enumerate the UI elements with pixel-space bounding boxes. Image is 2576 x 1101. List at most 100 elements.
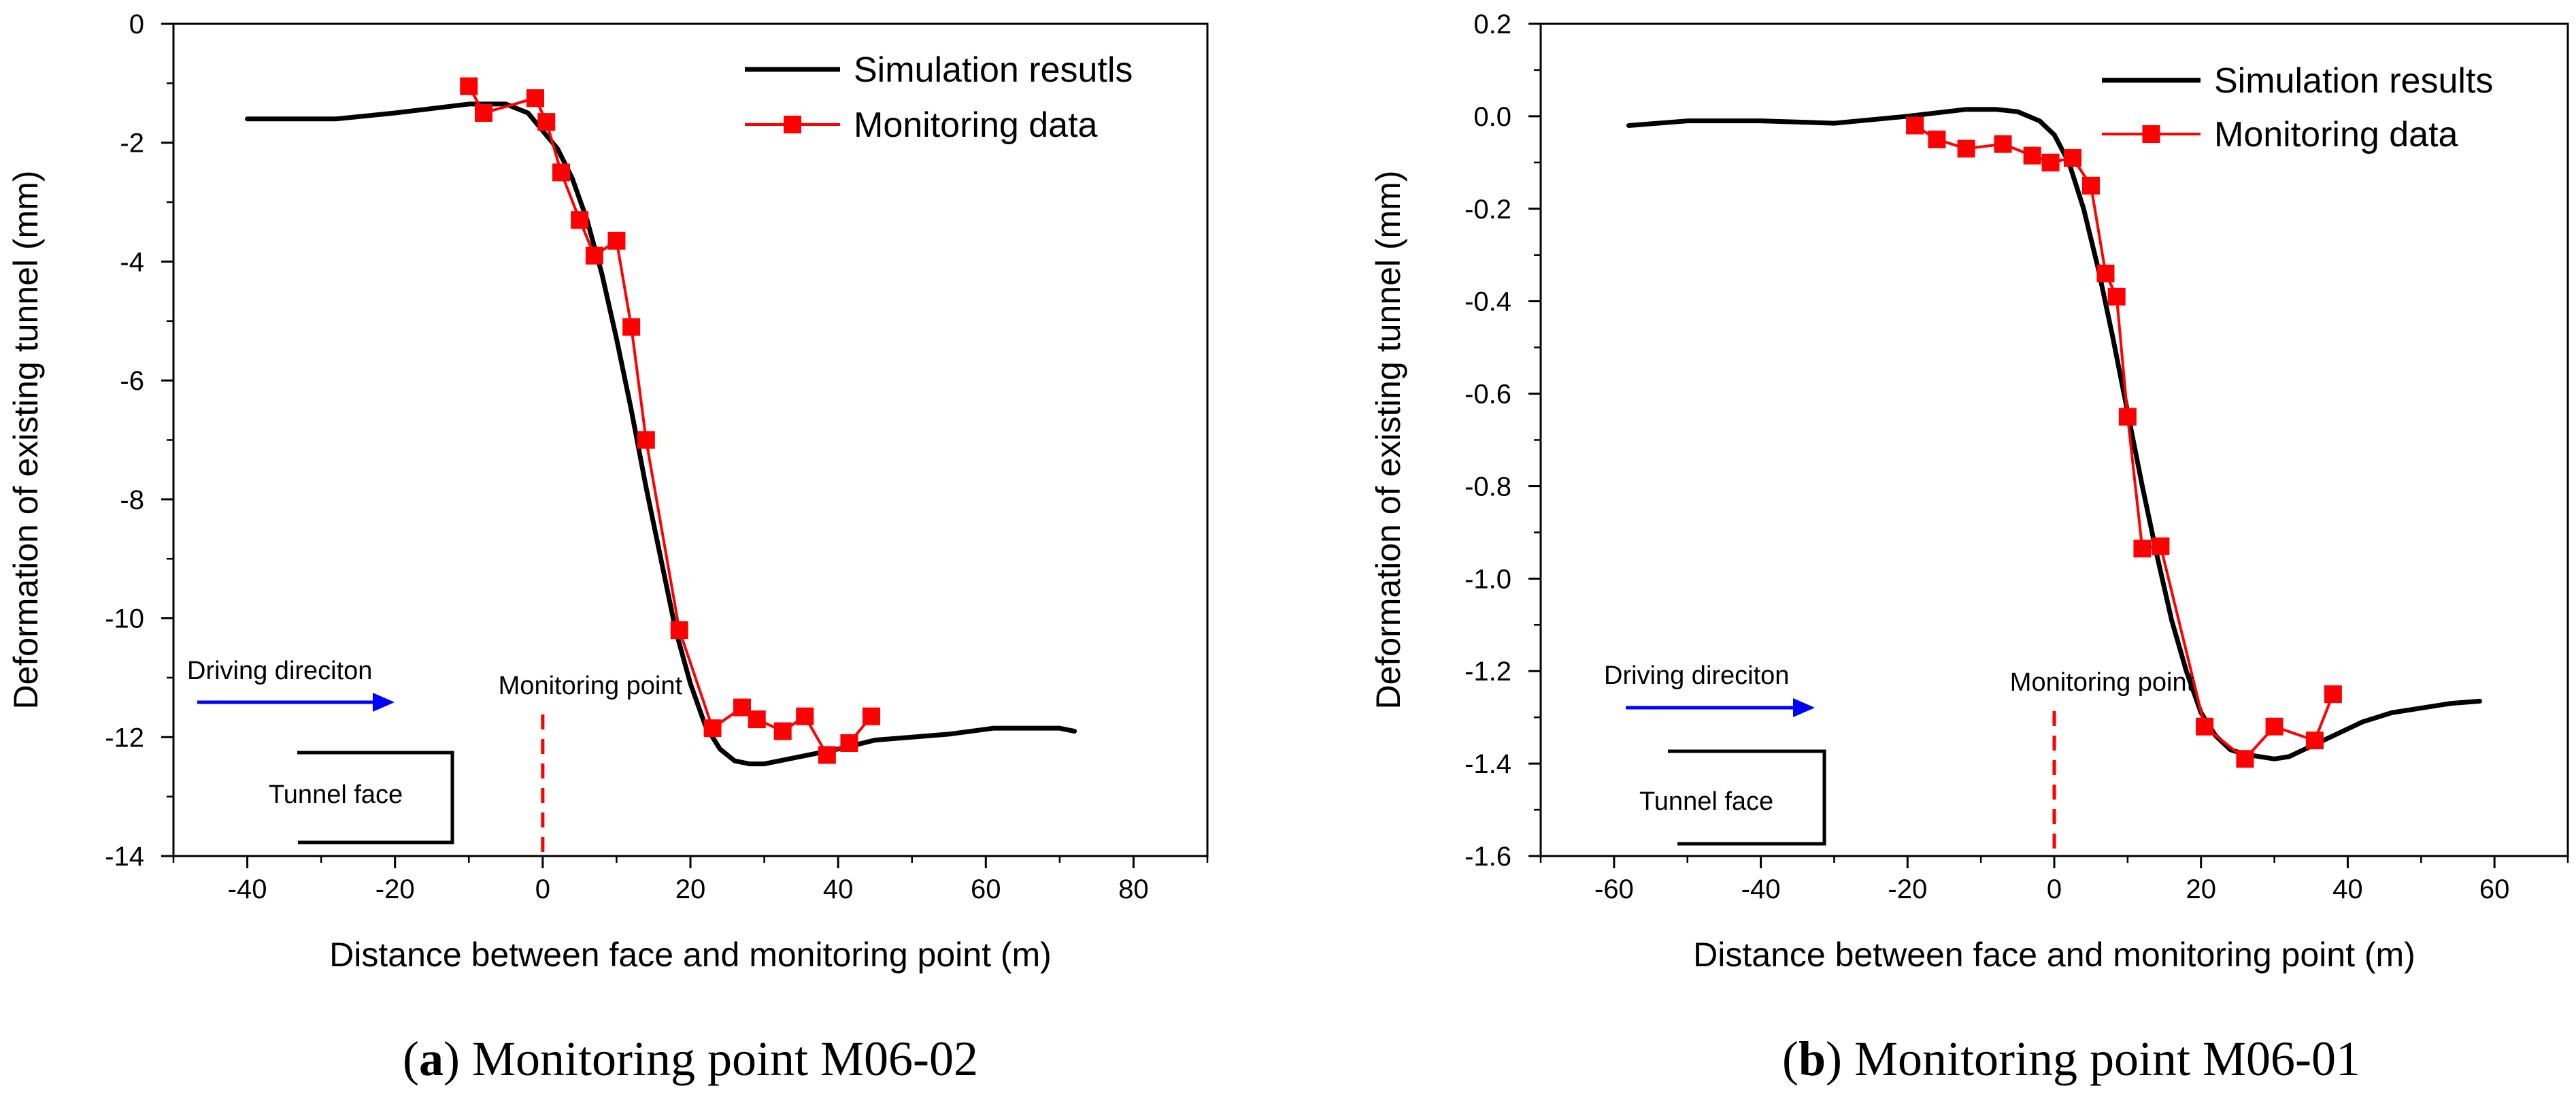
chart-panel-a: -40 -20 0 20 40 60 80 0 -2 -4 -6 -8 -10 -12 -14 Distanc…: [7, 10, 1209, 1086]
x-tick-label: -20: [1888, 874, 1927, 904]
x-tick-label: 80: [1118, 874, 1149, 904]
x-tick-label: -60: [1594, 874, 1634, 904]
caption-text: Monitoring point M06-02: [472, 1032, 978, 1086]
monitoring-data-point: [526, 89, 544, 108]
y-tick-label: -0.8: [1465, 472, 1511, 502]
legend-monitoring-marker: [784, 116, 801, 133]
y-tick-label: -0.2: [1465, 195, 1511, 225]
x-tick-label: 40: [2332, 874, 2363, 904]
x-tick-label: -20: [375, 874, 415, 904]
monitoring-data-point: [796, 707, 814, 725]
x-tick-label: 40: [823, 874, 854, 904]
caption-text: Monitoring point M06-01: [1854, 1032, 2360, 1086]
monitoring-data-point: [2236, 750, 2254, 768]
monitoring-data-point: [2041, 153, 2060, 171]
x-axis-title: Distance between face and monitoring poi…: [329, 936, 1052, 974]
monitoring-data-point: [2063, 149, 2081, 167]
y-tick-label: 0.0: [1473, 102, 1511, 132]
monitoring-data-point: [607, 231, 626, 250]
monitoring-data-point: [670, 621, 688, 640]
y-tick-label: -4: [120, 247, 144, 277]
x-tick-label: 0: [535, 874, 550, 904]
driving-direction-arrow-head: [1793, 698, 1815, 717]
x-axis-title: Distance between face and monitoring poi…: [1693, 936, 2415, 974]
x-tick-label: -40: [228, 874, 267, 904]
tunnel-face-bracket: [297, 751, 454, 844]
monitoring-data-point: [2305, 732, 2324, 750]
y-tick-label: -1.6: [1465, 842, 1511, 872]
figure-caption: (b) Monitoring point M06-01: [1782, 1032, 2360, 1086]
monitoring-line: [1913, 124, 2335, 761]
y-tick-label: 0.2: [1473, 10, 1511, 39]
chart-panel-b: -60 -40 -20 0 20 40 60 0.2 0.0 -0.2 -0.4 -0.6 -0.8 -1…: [1369, 10, 2569, 1086]
monitoring-data-point: [2081, 176, 2100, 195]
monitoring-data-point: [2265, 717, 2284, 736]
figure-caption: (a) Monitoring point M06-02: [403, 1032, 978, 1086]
y-axis-title: Deformation of existing tunnel (mm): [7, 171, 45, 710]
driving-direction-label: Driving direciton: [187, 657, 372, 685]
monitoring-line: [467, 84, 873, 757]
y-tick-label: -6: [120, 366, 144, 396]
plot-frame: [172, 22, 1209, 857]
legend-simulation-label: Simulation results: [2214, 61, 2493, 101]
monitoring-data-point: [1906, 116, 1924, 135]
y-tick-label: -0.4: [1465, 287, 1511, 317]
caption-paren-open: (: [1782, 1032, 1799, 1086]
driving-direction-arrow-head: [373, 693, 395, 712]
monitoring-data-point: [637, 431, 655, 449]
caption-paren-close: ): [444, 1032, 472, 1086]
y-tick-label: 0: [129, 10, 144, 39]
tunnel-face-label: Tunnel face: [1639, 787, 1773, 816]
x-tick-label: -40: [1741, 874, 1781, 904]
y-tick-label: -1.4: [1465, 749, 1511, 779]
tunnel-face-bracket: [1668, 749, 1826, 846]
monitoring-data-point: [2196, 717, 2214, 736]
monitoring-point-label: Monitoring point: [2010, 668, 2194, 697]
x-tick-label: 0: [2047, 874, 2062, 904]
monitoring-data-point: [2324, 685, 2342, 704]
y-tick-label: -2: [120, 129, 144, 159]
legend-monitoring-marker: [2142, 125, 2160, 143]
monitoring-data-point: [1994, 135, 2012, 153]
legend-monitoring-label: Monitoring data: [2214, 115, 2458, 154]
y-tick-label: -10: [105, 604, 144, 634]
monitoring-point-label: Monitoring point: [499, 672, 683, 700]
y-tick-label: -14: [105, 842, 144, 872]
monitoring-data-point: [537, 113, 556, 131]
x-tick-label: 60: [2479, 874, 2510, 904]
monitoring-data-point: [1957, 139, 1975, 158]
monitoring-data-point: [863, 707, 880, 725]
monitoring-data-point: [552, 163, 570, 182]
y-axis-title: Deformation of existing tunnel (mm): [1369, 171, 1407, 710]
legend-simulation-label: Simulation resutls: [854, 50, 1133, 90]
tunnel-face-label: Tunnel face: [269, 780, 403, 809]
monitoring-data-point: [1928, 130, 1946, 148]
monitoring-data-point: [571, 211, 589, 229]
monitoring-data-point: [2152, 537, 2170, 555]
monitoring-data-point: [703, 719, 722, 738]
monitoring-data-point: [2023, 146, 2041, 165]
caption-letter: b: [1799, 1032, 1826, 1086]
monitoring-data-point: [840, 734, 858, 753]
monitoring-data-point: [733, 698, 751, 717]
caption-paren-close: ): [1826, 1032, 1854, 1086]
x-tick-label: 60: [971, 874, 1001, 904]
monitoring-data-point: [818, 746, 836, 764]
y-tick-label: -8: [120, 485, 144, 515]
monitoring-data-point: [2118, 408, 2137, 426]
monitoring-data-point: [475, 104, 492, 122]
y-tick-label: -0.6: [1465, 380, 1511, 410]
y-tick-label: -1.0: [1465, 564, 1511, 594]
monitoring-data-point: [2107, 287, 2126, 306]
x-tick-label: 20: [2186, 874, 2216, 904]
y-tick-label: -12: [105, 723, 144, 753]
monitoring-data-point: [748, 710, 766, 729]
monitoring-data-point: [773, 722, 792, 740]
monitoring-data-point: [2096, 264, 2115, 282]
monitoring-data-point: [622, 318, 641, 336]
y-tick-label: -1.2: [1465, 657, 1511, 687]
legend-monitoring-label: Monitoring data: [854, 105, 1098, 145]
caption-paren-open: (: [403, 1032, 419, 1086]
caption-letter: a: [419, 1032, 444, 1086]
